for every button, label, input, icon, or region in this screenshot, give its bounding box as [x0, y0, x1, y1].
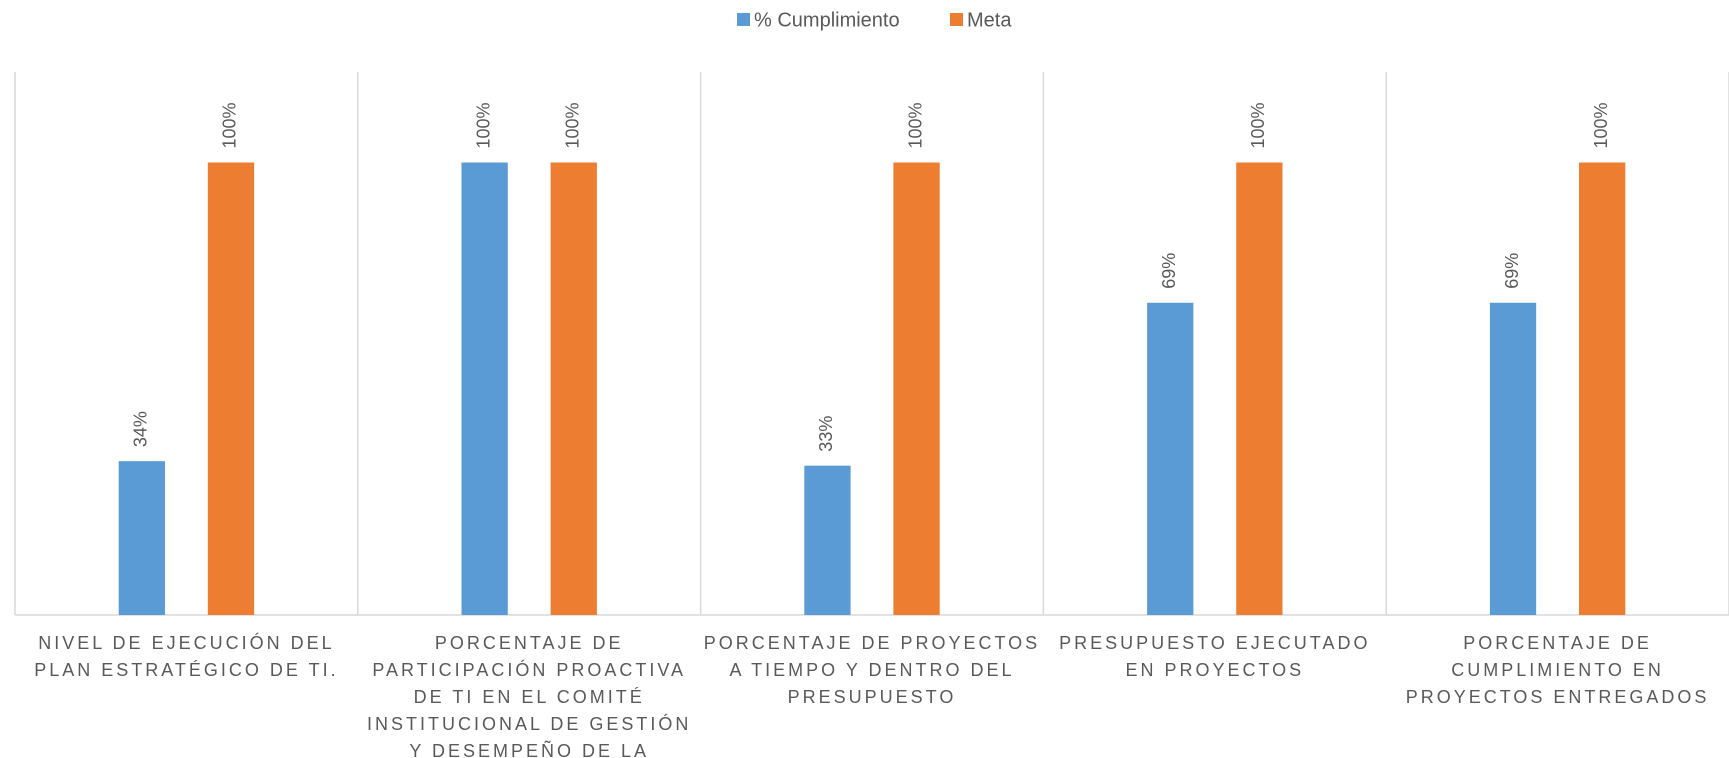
value-label: 100% — [220, 102, 240, 148]
bar — [1489, 302, 1537, 615]
value-label: 100% — [905, 102, 925, 148]
bar — [893, 162, 940, 615]
value-label: 69% — [1502, 253, 1522, 289]
bar — [1147, 302, 1194, 615]
value-label: 100% — [473, 102, 493, 148]
bar — [461, 162, 508, 615]
value-label: 34% — [131, 411, 151, 447]
x-tick-label: PORCENTAJE DE PROYECTOS A TIEMPO Y DENTR… — [703, 633, 1041, 707]
bar — [1579, 162, 1626, 615]
x-tick-label: PRESUPUESTO EJECUTADO EN PROYECTOS — [1059, 633, 1371, 680]
legend-label: % Cumplimiento — [754, 9, 900, 31]
bar — [804, 465, 851, 615]
value-label: 100% — [1248, 102, 1268, 148]
bar — [118, 461, 165, 615]
x-tick-label: NIVEL DE EJECUCIÓN DEL PLAN ESTRATÉGICO … — [34, 633, 339, 680]
bar — [207, 162, 255, 615]
legend-label: Meta — [967, 9, 1012, 31]
value-label: 69% — [1159, 253, 1179, 289]
bar — [1236, 162, 1283, 615]
value-label: 100% — [1591, 102, 1611, 148]
x-tick-label: PORCENTAJE DE PARTICIPACIÓN PROACTIVA DE… — [367, 633, 692, 758]
value-label: 100% — [563, 102, 583, 148]
x-tick-label: PORCENTAJE DE CUMPLIMIENTO EN PROYECTOS … — [1405, 633, 1710, 707]
value-label: 33% — [816, 416, 836, 452]
bar — [550, 162, 597, 615]
legend-swatch — [950, 13, 963, 26]
legend-swatch — [737, 13, 750, 26]
